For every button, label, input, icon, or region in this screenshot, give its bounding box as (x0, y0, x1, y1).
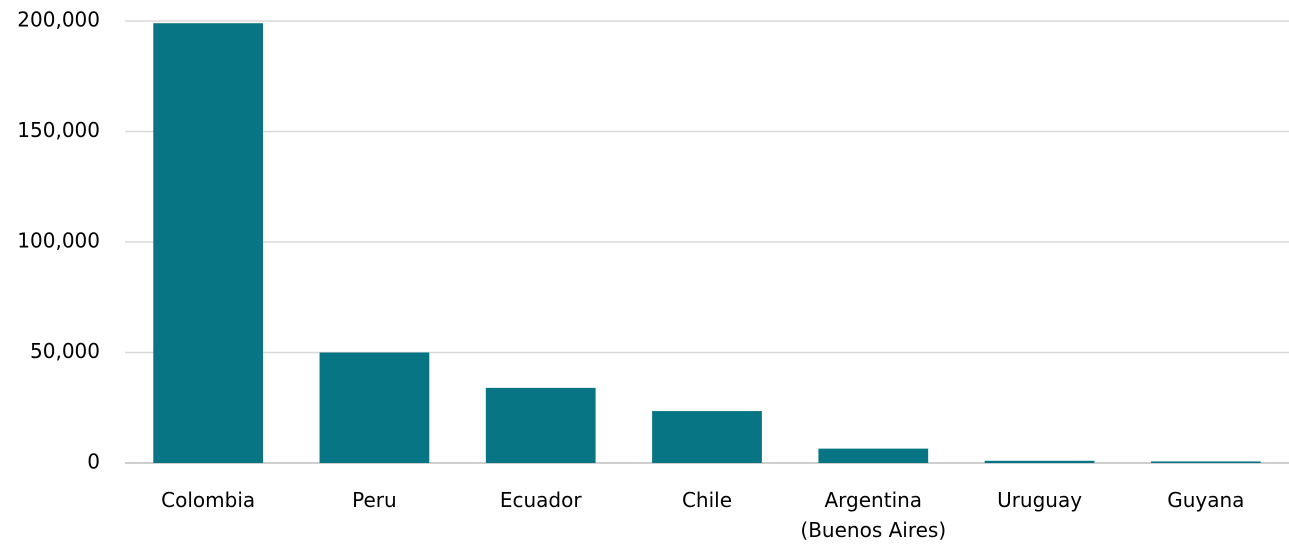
bar (319, 352, 430, 463)
bar (818, 448, 929, 463)
y-tick-label: 50,000 (30, 339, 100, 363)
x-tick-label: Peru (352, 488, 397, 512)
bar (652, 411, 762, 463)
x-tick-label: Argentina (Buenos Aires) (800, 488, 947, 542)
y-tick-label: 100,000 (17, 229, 100, 253)
y-tick-label: 150,000 (17, 118, 100, 142)
bar (1150, 461, 1261, 463)
x-tick-label: Ecuador (499, 488, 582, 512)
x-tick-label: Guyana (1167, 488, 1245, 512)
x-tick-label: Uruguay (997, 488, 1083, 512)
x-tick-label: Colombia (161, 488, 256, 512)
y-tick-label: 0 (87, 450, 100, 474)
bar (984, 460, 1095, 463)
bar (485, 387, 596, 463)
x-tick-label: Chile (681, 488, 733, 512)
bar (153, 23, 264, 464)
y-tick-label: 200,000 (17, 8, 100, 32)
